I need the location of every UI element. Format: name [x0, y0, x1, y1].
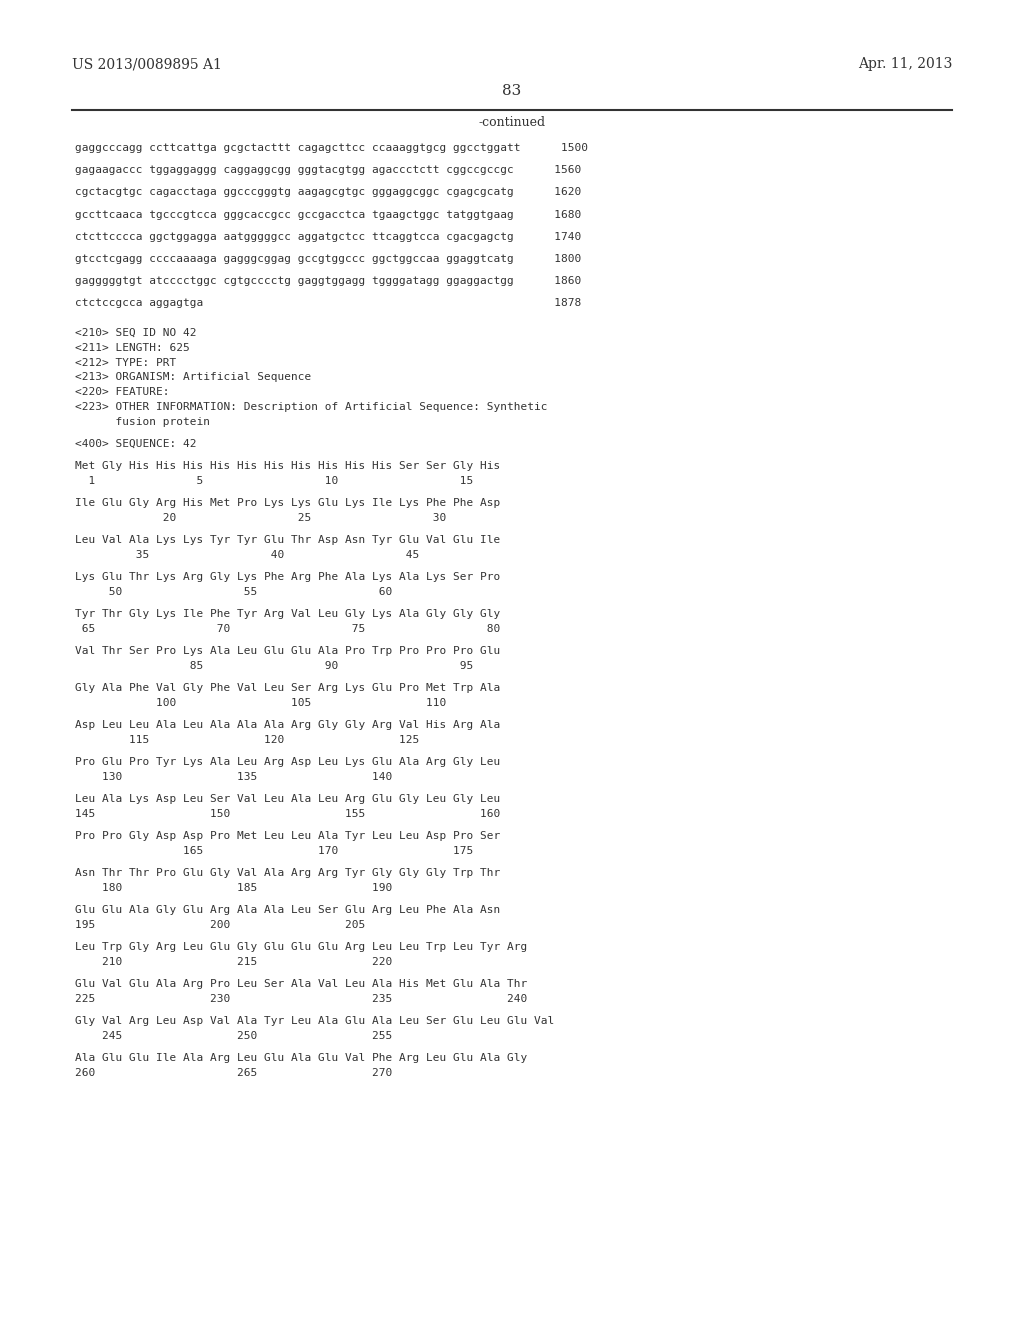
Text: gagggggtgt atcccctggc cgtgcccctg gaggtggagg tggggatagg ggaggactgg      1860: gagggggtgt atcccctggc cgtgcccctg gaggtgg… — [75, 276, 582, 286]
Text: US 2013/0089895 A1: US 2013/0089895 A1 — [72, 57, 222, 71]
Text: 83: 83 — [503, 84, 521, 98]
Text: ctcttcccca ggctggagga aatgggggcc aggatgctcc ttcaggtcca cgacgagctg      1740: ctcttcccca ggctggagga aatgggggcc aggatgc… — [75, 232, 582, 242]
Text: Apr. 11, 2013: Apr. 11, 2013 — [858, 57, 952, 71]
Text: 180                 185                 190: 180 185 190 — [75, 883, 392, 894]
Text: <210> SEQ ID NO 42: <210> SEQ ID NO 42 — [75, 327, 197, 338]
Text: -continued: -continued — [478, 116, 546, 129]
Text: 260                     265                 270: 260 265 270 — [75, 1068, 392, 1078]
Text: 1               5                  10                  15: 1 5 10 15 — [75, 477, 473, 486]
Text: Gly Val Arg Leu Asp Val Ala Tyr Leu Ala Glu Ala Leu Ser Glu Leu Glu Val: Gly Val Arg Leu Asp Val Ala Tyr Leu Ala … — [75, 1016, 554, 1026]
Text: Gly Ala Phe Val Gly Phe Val Leu Ser Arg Lys Glu Pro Met Trp Ala: Gly Ala Phe Val Gly Phe Val Leu Ser Arg … — [75, 684, 501, 693]
Text: Ala Glu Glu Ile Ala Arg Leu Glu Ala Glu Val Phe Arg Leu Glu Ala Gly: Ala Glu Glu Ile Ala Arg Leu Glu Ala Glu … — [75, 1053, 527, 1063]
Text: 195                 200                 205: 195 200 205 — [75, 920, 366, 931]
Text: 225                 230                     235                 240: 225 230 235 240 — [75, 994, 527, 1005]
Text: Glu Val Glu Ala Arg Pro Leu Ser Ala Val Leu Ala His Met Glu Ala Thr: Glu Val Glu Ala Arg Pro Leu Ser Ala Val … — [75, 979, 527, 989]
Text: 85                  90                  95: 85 90 95 — [75, 661, 473, 671]
Text: 100                 105                 110: 100 105 110 — [75, 698, 446, 708]
Text: Lys Glu Thr Lys Arg Gly Lys Phe Arg Phe Ala Lys Ala Lys Ser Pro: Lys Glu Thr Lys Arg Gly Lys Phe Arg Phe … — [75, 572, 501, 582]
Text: 130                 135                 140: 130 135 140 — [75, 772, 392, 781]
Text: <223> OTHER INFORMATION: Description of Artificial Sequence: Synthetic: <223> OTHER INFORMATION: Description of … — [75, 403, 548, 412]
Text: <212> TYPE: PRT: <212> TYPE: PRT — [75, 358, 176, 367]
Text: Met Gly His His His His His His His His His His Ser Ser Gly His: Met Gly His His His His His His His His … — [75, 461, 501, 471]
Text: Asn Thr Thr Pro Glu Gly Val Ala Arg Arg Tyr Gly Gly Gly Trp Thr: Asn Thr Thr Pro Glu Gly Val Ala Arg Arg … — [75, 869, 501, 878]
Text: Pro Pro Gly Asp Asp Pro Met Leu Leu Ala Tyr Leu Leu Asp Pro Ser: Pro Pro Gly Asp Asp Pro Met Leu Leu Ala … — [75, 832, 501, 841]
Text: Leu Val Ala Lys Lys Tyr Tyr Glu Thr Asp Asn Tyr Glu Val Glu Ile: Leu Val Ala Lys Lys Tyr Tyr Glu Thr Asp … — [75, 535, 501, 545]
Text: 245                 250                 255: 245 250 255 — [75, 1031, 392, 1041]
Text: gtcctcgagg ccccaaaaga gagggcggag gccgtggccc ggctggccaa ggaggtcatg      1800: gtcctcgagg ccccaaaaga gagggcggag gccgtgg… — [75, 253, 582, 264]
Text: cgctacgtgc cagacctaga ggcccgggtg aagagcgtgc gggaggcggc cgagcgcatg      1620: cgctacgtgc cagacctaga ggcccgggtg aagagcg… — [75, 187, 582, 198]
Text: gagaagaccc tggaggaggg caggaggcgg gggtacgtgg agaccctctt cggccgccgc      1560: gagaagaccc tggaggaggg caggaggcgg gggtacg… — [75, 165, 582, 176]
Text: fusion protein: fusion protein — [75, 417, 210, 426]
Text: gccttcaaca tgcccgtcca gggcaccgcc gccgacctca tgaagctggc tatggtgaag      1680: gccttcaaca tgcccgtcca gggcaccgcc gccgacc… — [75, 210, 582, 219]
Text: 35                  40                  45: 35 40 45 — [75, 550, 419, 560]
Text: Leu Trp Gly Arg Leu Glu Gly Glu Glu Glu Arg Leu Leu Trp Leu Tyr Arg: Leu Trp Gly Arg Leu Glu Gly Glu Glu Glu … — [75, 942, 527, 952]
Text: Asp Leu Leu Ala Leu Ala Ala Ala Arg Gly Gly Arg Val His Arg Ala: Asp Leu Leu Ala Leu Ala Ala Ala Arg Gly … — [75, 721, 501, 730]
Text: <211> LENGTH: 625: <211> LENGTH: 625 — [75, 343, 189, 352]
Text: <400> SEQUENCE: 42: <400> SEQUENCE: 42 — [75, 440, 197, 449]
Text: 65                  70                  75                  80: 65 70 75 80 — [75, 624, 501, 634]
Text: Leu Ala Lys Asp Leu Ser Val Leu Ala Leu Arg Glu Gly Leu Gly Leu: Leu Ala Lys Asp Leu Ser Val Leu Ala Leu … — [75, 795, 501, 804]
Text: Glu Glu Ala Gly Glu Arg Ala Ala Leu Ser Glu Arg Leu Phe Ala Asn: Glu Glu Ala Gly Glu Arg Ala Ala Leu Ser … — [75, 906, 501, 915]
Text: Ile Glu Gly Arg His Met Pro Lys Lys Glu Lys Ile Lys Phe Phe Asp: Ile Glu Gly Arg His Met Pro Lys Lys Glu … — [75, 498, 501, 508]
Text: <213> ORGANISM: Artificial Sequence: <213> ORGANISM: Artificial Sequence — [75, 372, 311, 383]
Text: 115                 120                 125: 115 120 125 — [75, 735, 419, 744]
Text: 50                  55                  60: 50 55 60 — [75, 587, 392, 597]
Text: Tyr Thr Gly Lys Ile Phe Tyr Arg Val Leu Gly Lys Ala Gly Gly Gly: Tyr Thr Gly Lys Ile Phe Tyr Arg Val Leu … — [75, 610, 501, 619]
Text: Pro Glu Pro Tyr Lys Ala Leu Arg Asp Leu Lys Glu Ala Arg Gly Leu: Pro Glu Pro Tyr Lys Ala Leu Arg Asp Leu … — [75, 758, 501, 767]
Text: 210                 215                 220: 210 215 220 — [75, 957, 392, 968]
Text: 20                  25                  30: 20 25 30 — [75, 513, 446, 523]
Text: 145                 150                 155                 160: 145 150 155 160 — [75, 809, 501, 818]
Text: ctctccgcca aggagtga                                                    1878: ctctccgcca aggagtga 1878 — [75, 298, 582, 309]
Text: Val Thr Ser Pro Lys Ala Leu Glu Glu Ala Pro Trp Pro Pro Pro Glu: Val Thr Ser Pro Lys Ala Leu Glu Glu Ala … — [75, 647, 501, 656]
Text: 165                 170                 175: 165 170 175 — [75, 846, 473, 855]
Text: <220> FEATURE:: <220> FEATURE: — [75, 387, 170, 397]
Text: gaggcccagg ccttcattga gcgctacttt cagagcttcc ccaaaggtgcg ggcctggatt      1500: gaggcccagg ccttcattga gcgctacttt cagagct… — [75, 143, 588, 153]
